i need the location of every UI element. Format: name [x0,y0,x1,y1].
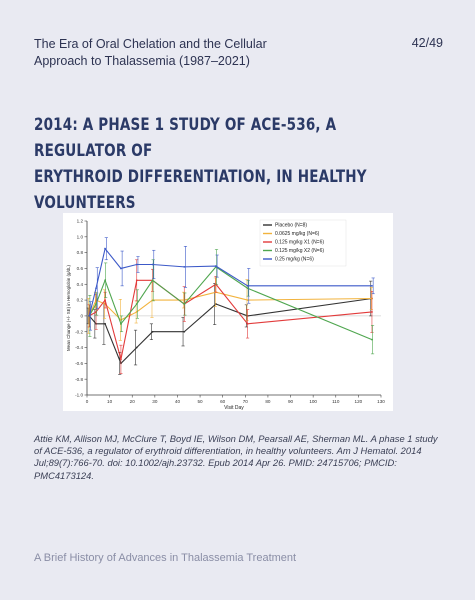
data-point [120,358,122,361]
x-tick-label: 120 [355,399,363,404]
y-tick-label: 0.2 [77,298,84,303]
series-line [88,297,373,365]
series-line [88,291,372,321]
series-5 [88,237,375,331]
data-point [135,279,138,282]
y-tick-label: -0.6 [75,361,83,366]
y-tick-label: -0.2 [75,329,83,334]
data-point [183,330,186,333]
slide-title-line1: 2014: A Phase 1 Study of ACE-536, a Regu… [34,115,337,160]
slide-title: 2014: A Phase 1 Study of ACE-536, a Regu… [34,112,378,216]
data-point [120,322,122,325]
x-tick-label: 0 [86,399,89,404]
data-point [135,303,138,305]
data-point [120,267,122,270]
x-tick-label: 110 [332,399,340,404]
data-point [246,299,249,301]
data-point [104,247,106,250]
citation-caption: Attie KM, Allison MJ, McClure T, Boyd IE… [34,433,438,481]
y-tick-label: -0.4 [75,345,83,350]
legend-box [259,219,347,267]
y-tick-label: 1.0 [77,234,84,239]
y-tick-label: 0.6 [77,266,84,271]
y-tick-label: -0.8 [75,377,83,382]
series-line [88,266,373,341]
slide-title-line2: Erythroid Differentiation, in Healthy Vo… [34,167,367,212]
x-tick-label: 20 [130,399,136,404]
data-point [371,284,373,287]
data-point [135,346,138,349]
data-point [88,315,91,317]
x-tick-label: 90 [288,399,294,404]
series-line [88,247,372,317]
data-point [183,303,186,305]
x-axis-label: Visit Day [224,405,244,411]
data-point [371,338,373,341]
data-point [246,287,249,290]
hemoglobin-change-chart: 0 10 20 30 40 50 60 70 80 90 100 110 120 130 -1.0 -0.8 -… [66,219,385,411]
y-tick-label: 0 [80,314,83,319]
data-point [246,322,249,325]
x-tick-label: 100 [309,399,317,404]
data-point [135,263,138,266]
x-tick-label: 40 [175,399,181,404]
x-tick-label: 30 [152,399,158,404]
data-point [371,311,373,313]
presentation-title: The Era of Oral Chelation and the Cellul… [34,36,334,70]
y-tick-label: 1.2 [77,219,84,224]
data-point [246,284,249,287]
data-point [215,265,217,267]
legend-label: 0.0625 mg/kg (N=6) [275,231,320,237]
page-number: 42/49 [411,36,443,50]
y-axis-label: Mean Change (+/- SE) in Hemoglobin (g/dL… [66,264,71,351]
x-tick-label: 50 [198,399,204,404]
y-tick-label: 0.8 [77,250,84,255]
data-point [95,303,97,305]
data-point [183,265,186,268]
x-tick-label: 130 [377,399,385,404]
data-point [104,279,106,282]
x-tick-label: 60 [220,399,226,404]
y-tick-label: 0.4 [77,282,84,287]
data-point [104,322,106,325]
x-tick-label: 10 [107,399,113,404]
legend-label: 0.25 mg/kg (N=6) [275,257,314,263]
legend-label: Placebo (N=8) [275,223,307,229]
data-point [151,330,154,333]
legend-label: 0.125 mg/kg X1 (N=6) [275,240,324,246]
x-tick-label: 80 [265,399,271,404]
series-2 [87,277,373,341]
series-line [88,279,373,360]
data-point [104,299,106,301]
data-point [151,263,154,266]
chart-panel: 0 10 20 30 40 50 60 70 80 90 100 110 120 130 -1.0 -0.8 -… [63,213,393,411]
presentation-title-line2: Approach to Thalassemia (1987–2021) [34,54,250,68]
legend-label: 0.125 mg/kg X2 (N=6) [275,248,324,254]
data-point [95,287,97,290]
data-point [151,279,154,282]
x-tick-label: 70 [243,399,249,404]
footer-text: A Brief History of Advances in Thalassem… [34,552,297,564]
presentation-title-line1: The Era of Oral Chelation and the Cellul… [34,37,267,51]
y-tick-label: -1.0 [75,393,83,398]
